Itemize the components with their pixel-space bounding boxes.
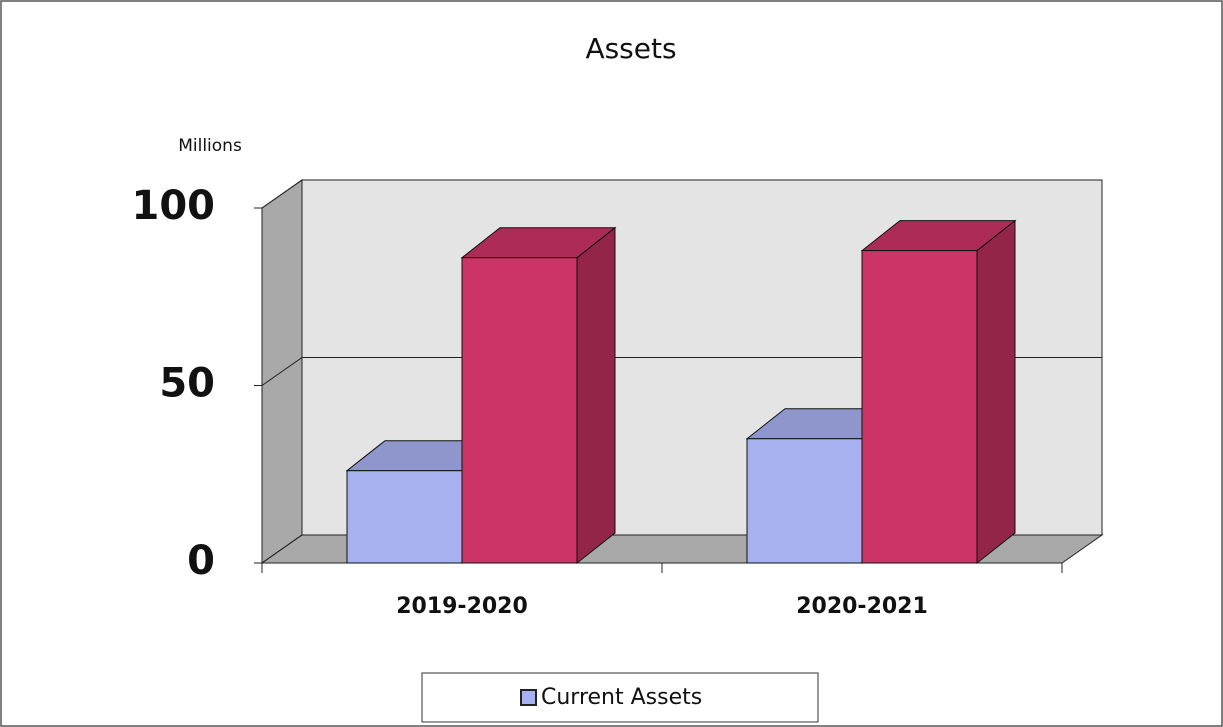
grid-line — [261, 357, 1102, 386]
x-tick-label: 2019-2020 — [396, 594, 528, 619]
legend — [421, 672, 819, 723]
x-tick-label: 2020-2021 — [796, 594, 928, 619]
bar-side — [976, 219, 1016, 565]
bar — [861, 250, 978, 564]
grid-line — [261, 179, 1102, 209]
legend-label: Current Assets — [541, 685, 702, 710]
bar — [461, 257, 578, 564]
y-tick-label: 50 — [159, 361, 215, 407]
bar — [346, 470, 463, 564]
y-axis-label: Millions — [178, 136, 242, 156]
legend-swatch — [520, 689, 537, 706]
bar — [746, 438, 863, 564]
y-tick-label: 100 — [132, 183, 216, 229]
y-tick-label: 0 — [187, 538, 215, 584]
chart-title: Assets — [585, 32, 676, 65]
bar-side — [576, 226, 616, 565]
